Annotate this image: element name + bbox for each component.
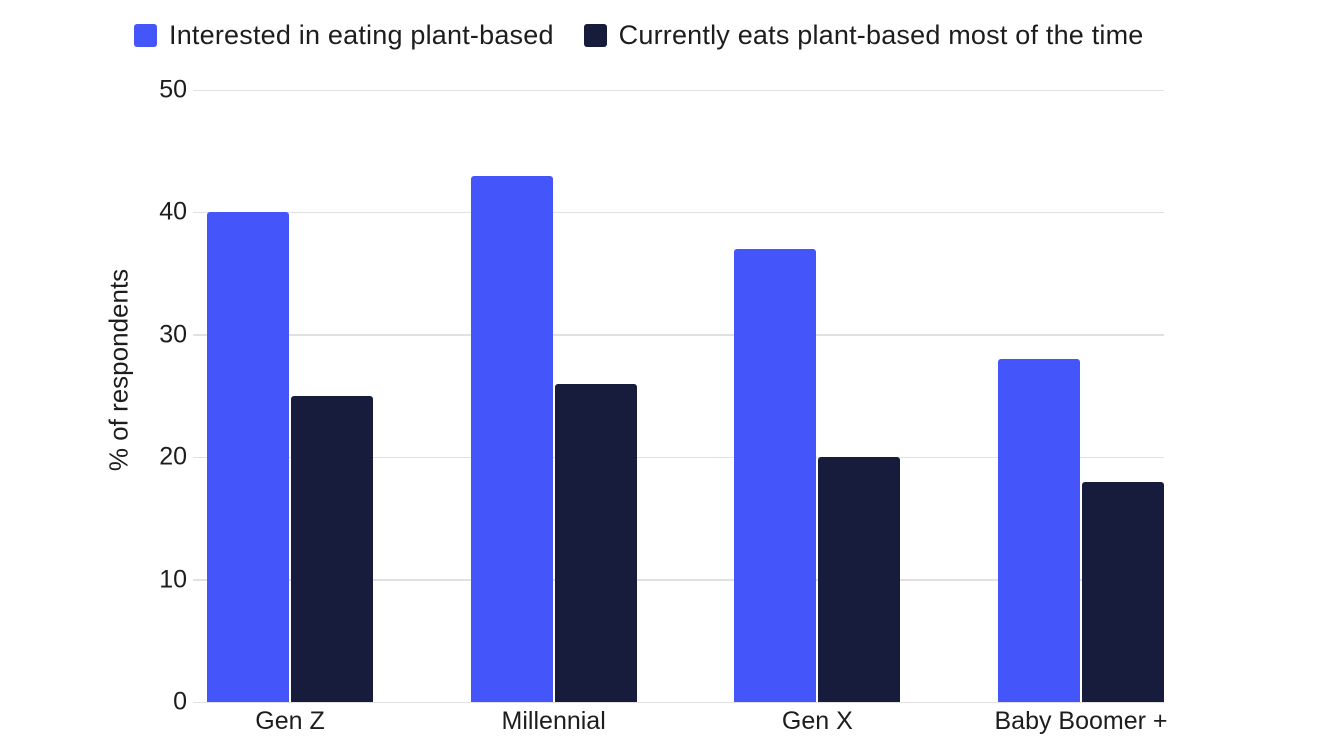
x-axis-label: Millennial bbox=[501, 707, 606, 735]
bar bbox=[818, 457, 901, 702]
legend-item: Interested in eating plant-based bbox=[134, 22, 554, 49]
y-tick-label: 0 bbox=[173, 687, 187, 716]
bar bbox=[734, 249, 817, 702]
gridline bbox=[193, 456, 1164, 459]
bar bbox=[470, 175, 553, 702]
legend-item: Currently eats plant-based most of the t… bbox=[583, 20, 1144, 50]
bar bbox=[998, 359, 1080, 702]
gridline bbox=[193, 334, 1164, 336]
legend-label: Interested in eating plant-based bbox=[169, 20, 554, 50]
legend-swatch-icon bbox=[134, 24, 157, 47]
bar bbox=[291, 396, 373, 702]
gridline bbox=[193, 701, 1164, 703]
bar bbox=[554, 383, 637, 702]
bar bbox=[1082, 481, 1164, 702]
y-tick-label: 50 bbox=[159, 75, 187, 104]
bar bbox=[207, 212, 289, 702]
gridline bbox=[193, 211, 1164, 214]
x-axis-label: Gen Z bbox=[255, 707, 325, 735]
gridline bbox=[193, 579, 1164, 581]
plot-area bbox=[193, 89, 1164, 703]
legend-label: Currently eats plant-based most of the t… bbox=[618, 20, 1144, 50]
y-tick-label: 20 bbox=[159, 442, 187, 471]
x-axis-label: Gen X bbox=[781, 707, 853, 735]
x-axis-label: Baby Boomer + bbox=[994, 707, 1168, 735]
chart-legend: Interested in eating plant-based Currentl… bbox=[134, 22, 1144, 49]
legend-swatch-icon bbox=[583, 24, 607, 47]
y-tick-label: 10 bbox=[159, 565, 187, 594]
y-axis: 0 10 20 30 40 50 bbox=[100, 77, 187, 714]
y-tick-label: 40 bbox=[159, 197, 187, 226]
y-tick-label: 30 bbox=[159, 320, 187, 349]
x-axis: Gen Z Millennial Gen X Baby Boomer + bbox=[193, 707, 1168, 740]
gridline bbox=[193, 89, 1164, 91]
